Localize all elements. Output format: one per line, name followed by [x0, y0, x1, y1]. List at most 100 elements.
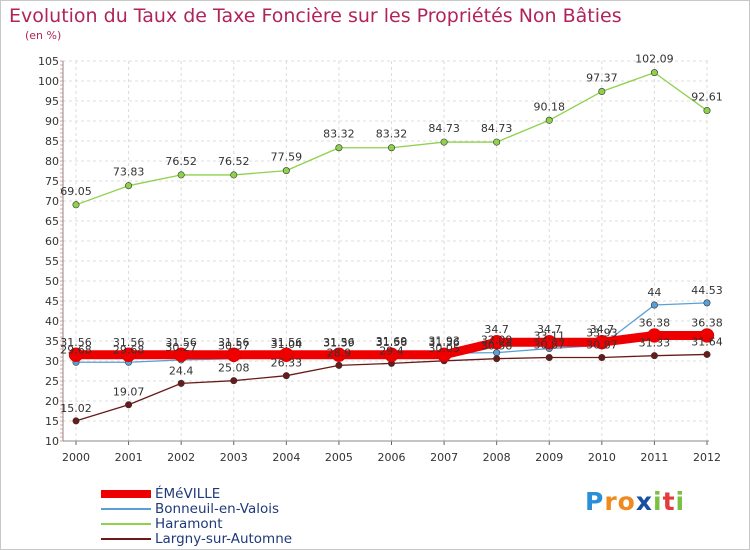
legend-swatch — [101, 538, 151, 540]
y-tick-label: 15 — [45, 415, 59, 428]
data-label: 83.32 — [376, 128, 408, 141]
series-point-3 — [650, 352, 658, 360]
proxiti-logo: Proxiti — [585, 487, 685, 516]
series-point-3 — [230, 377, 238, 385]
data-label: 31.56 — [376, 336, 408, 349]
legend-swatch — [101, 523, 151, 525]
series-point-0 — [173, 347, 189, 363]
y-tick-label: 100 — [38, 75, 59, 88]
data-label: 34.7 — [484, 323, 509, 336]
data-label: 36.38 — [639, 316, 671, 329]
data-label: 30.27 — [165, 341, 197, 354]
data-label: 34.7 — [590, 323, 615, 336]
series-point-3 — [335, 361, 343, 369]
series-point-3 — [545, 354, 553, 362]
y-tick-label: 105 — [38, 55, 59, 68]
data-label: 92.61 — [691, 91, 723, 104]
y-tick-label: 85 — [45, 135, 59, 148]
x-tick-label: 2010 — [588, 451, 616, 464]
data-label: 34.7 — [537, 323, 562, 336]
data-label: 33.11 — [534, 330, 566, 343]
data-label: 31.39 — [323, 336, 355, 349]
logo-letter: P — [585, 487, 605, 516]
series-point-0 — [436, 347, 452, 363]
data-label: 31.56 — [113, 336, 145, 349]
logo-letter: x — [635, 487, 653, 516]
y-tick-label: 25 — [45, 375, 59, 388]
data-label: 44 — [647, 286, 661, 299]
y-tick-label: 60 — [45, 235, 59, 248]
y-tick-label: 65 — [45, 215, 59, 228]
logo-letter: i — [675, 487, 686, 516]
data-label: 36.38 — [691, 316, 723, 329]
series-point-3 — [598, 354, 606, 362]
x-tick-label: 2002 — [167, 451, 195, 464]
series-point-2 — [387, 144, 395, 152]
series-point-1 — [650, 301, 658, 309]
data-label: 31.56 — [165, 336, 197, 349]
data-label: 30.05 — [428, 342, 460, 355]
series-point-0 — [68, 347, 84, 363]
series-point-2 — [125, 182, 133, 190]
data-label: 77.59 — [271, 151, 303, 164]
legend-swatch — [101, 490, 151, 498]
x-tick-label: 2012 — [693, 451, 721, 464]
y-tick-label: 90 — [45, 115, 59, 128]
data-label: 29.68 — [60, 343, 92, 356]
series-point-0 — [384, 347, 399, 363]
data-label: 33.93 — [586, 326, 618, 339]
series-point-2 — [230, 171, 238, 179]
series-point-2 — [545, 116, 553, 124]
data-label: 26.33 — [271, 357, 303, 370]
y-tick-label: 55 — [45, 255, 59, 268]
data-label: 32.09 — [481, 334, 513, 347]
series-point-3 — [72, 417, 80, 425]
series-point-0 — [279, 347, 294, 363]
legend-swatch — [101, 508, 151, 510]
series-point-3 — [703, 350, 711, 358]
data-label: 31.93 — [428, 334, 460, 347]
data-label: 31.56 — [218, 336, 250, 349]
data-label: 31.33 — [639, 337, 671, 350]
data-label: 31.56 — [323, 336, 355, 349]
series-point-0 — [594, 334, 610, 350]
x-tick-label: 2011 — [640, 451, 668, 464]
x-tick-label: 2005 — [325, 451, 353, 464]
data-label: 15.02 — [60, 402, 92, 415]
series-point-0 — [647, 328, 662, 343]
y-tick-label: 10 — [45, 435, 59, 448]
logo-letter: o — [617, 487, 636, 516]
legend-label: Largny-sur-Automne — [155, 531, 293, 547]
data-label: 19.07 — [113, 386, 145, 399]
series-point-0 — [542, 334, 557, 350]
data-label: 25.08 — [218, 362, 250, 375]
x-tick-label: 2007 — [430, 451, 458, 464]
series-point-2 — [177, 171, 185, 179]
data-label: 31.56 — [60, 336, 92, 349]
data-label: 83.32 — [323, 128, 355, 141]
data-label: 29.4 — [379, 344, 404, 357]
data-label: 102.09 — [635, 53, 674, 66]
series-point-2 — [598, 88, 606, 96]
series-point-3 — [282, 372, 290, 380]
x-tick-label: 2009 — [535, 451, 563, 464]
y-tick-label: 40 — [45, 315, 59, 328]
data-label: 31.56 — [428, 336, 460, 349]
data-label: 28.9 — [327, 346, 352, 359]
y-tick-label: 70 — [45, 195, 59, 208]
data-label: 44.53 — [691, 284, 723, 297]
data-label: 30.58 — [481, 340, 513, 353]
x-tick-label: 2003 — [220, 451, 248, 464]
series-point-0 — [699, 328, 715, 343]
data-label: 29.68 — [113, 343, 145, 356]
data-label: 84.73 — [428, 122, 460, 135]
data-label: 31.56 — [271, 336, 303, 349]
data-label: 69.05 — [60, 185, 92, 198]
x-tick-label: 2008 — [483, 451, 511, 464]
data-label: 97.37 — [586, 72, 618, 85]
y-tick-label: 45 — [45, 295, 59, 308]
series-point-3 — [177, 379, 185, 387]
series-point-0 — [489, 334, 504, 350]
